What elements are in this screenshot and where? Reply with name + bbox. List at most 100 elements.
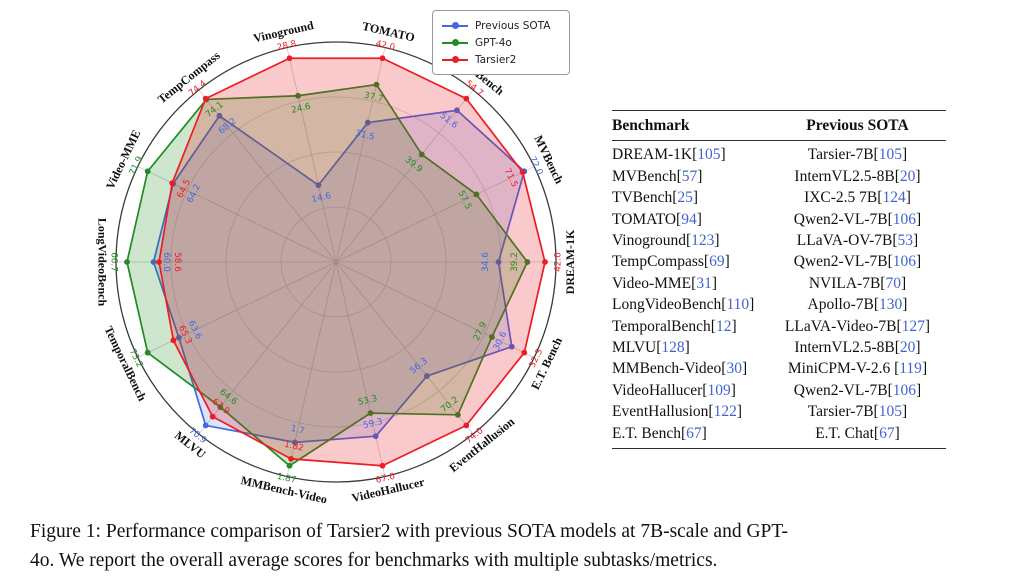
table-row: MMBench-Video[30] MiniCPM-V-2.6 [119] (612, 358, 946, 379)
table-row: Video-MME[31] NVILA-7B[70] (612, 273, 946, 294)
citation-ref[interactable]: 109 (707, 381, 731, 399)
citation-ref[interactable]: 12 (715, 317, 732, 335)
data-point (373, 81, 380, 88)
value-label: 1.87 (276, 472, 297, 486)
data-point (542, 259, 548, 265)
table-row: MLVU[128] InternVL2.5-8B[20] (612, 337, 946, 358)
citation-ref[interactable]: 105 (878, 403, 902, 421)
citation-ref[interactable]: 20 (899, 339, 916, 357)
citation-ref[interactable]: 94 (681, 210, 697, 228)
data-point (372, 433, 379, 440)
table-row: TOMATO[94] Qwen2-VL-7B[106] (612, 209, 946, 230)
table-row: Vinoground[123] LLaVA-OV-7B[53] (612, 230, 946, 251)
citation-ref[interactable]: 128 (661, 339, 685, 357)
value-label: 66.7 (109, 252, 119, 272)
citation-ref[interactable]: 31 (696, 274, 712, 292)
data-point (521, 349, 528, 356)
series-previous-sota (150, 107, 528, 446)
citation-ref[interactable]: 53 (897, 232, 914, 250)
citation-ref[interactable]: 106 (892, 381, 917, 399)
value-label: 67.0 (375, 472, 397, 486)
citation-ref[interactable]: 119 (899, 360, 922, 378)
table-rule-bottom (612, 448, 946, 450)
sota-cell: NVILA-7B[70] (808, 274, 907, 292)
table-row: MVBench[57] InternVL2.5-8B[20] (612, 166, 946, 187)
value-label: 34.6 (481, 252, 491, 272)
data-point (202, 95, 209, 102)
data-point (463, 95, 470, 102)
data-point (175, 334, 182, 341)
citation-ref[interactable]: 30 (726, 360, 742, 378)
sota-cell: Qwen2-VL-7B[106] (793, 253, 922, 271)
benchmark-cell: LongVideoBench[110] (612, 296, 755, 314)
value-label: 31.5 (354, 129, 375, 143)
data-point (524, 259, 531, 265)
citation-ref[interactable]: 67 (879, 424, 895, 442)
citation-ref[interactable]: 69 (709, 253, 725, 271)
benchmark-cell: TemporalBench[12] (612, 317, 737, 335)
data-point (519, 169, 526, 176)
citation-ref[interactable]: 130 (879, 296, 903, 314)
benchmark-cell: MMBench-Video[30] (612, 360, 748, 378)
figure-caption: Figure 1: Performance comparison of Tars… (30, 517, 998, 575)
table-row: LongVideoBench[110] Apollo-7B[130] (612, 294, 946, 315)
value-label: 42.0 (375, 39, 397, 53)
axis-label: DREAM-1K (563, 229, 577, 294)
value-label: 53.3 (357, 394, 378, 408)
value-label: 1.82 (283, 440, 304, 454)
data-point (454, 107, 460, 114)
citation-ref[interactable]: 127 (901, 317, 925, 335)
citation-ref[interactable]: 122 (713, 403, 737, 421)
legend-line-marker-icon (442, 39, 468, 46)
legend-label: Previous SOTA (475, 19, 551, 32)
sota-cell: Tarsier-7B[105] (807, 403, 908, 421)
data-point (217, 404, 224, 410)
value-label: 1.7 (290, 424, 306, 437)
axis-label: TOMATO (361, 19, 416, 45)
caption-label: Figure 1: (30, 521, 101, 542)
citation-ref[interactable]: 20 (899, 167, 916, 185)
data-point (454, 411, 461, 418)
data-point (156, 259, 162, 265)
citation-ref[interactable]: 67 (686, 424, 702, 442)
table-header-row: Benchmark Previous SOTA (612, 111, 946, 140)
radar-svg: 42.037.731.554.751.639.9 72.071.557.542.0… (95, 18, 577, 507)
citation-ref[interactable]: 110 (726, 296, 750, 314)
data-point (291, 439, 298, 446)
caption-line2: 4o. We report the overall average scores… (30, 550, 718, 571)
legend-item: Previous SOTA (442, 17, 561, 34)
citation-ref[interactable]: 70 (885, 274, 901, 292)
citation-ref[interactable]: 105 (878, 146, 902, 164)
sota-cell: Qwen2-VL-7B[106] (793, 210, 922, 228)
sota-cell: Qwen2-VL-7B[106] (793, 381, 922, 399)
legend-line-marker-icon (442, 22, 468, 29)
table-row: TempCompass[69] Qwen2-VL-7B[106] (612, 251, 946, 272)
citation-ref[interactable]: 106 (892, 210, 917, 228)
benchmark-cell: VideoHallucer[109] (612, 381, 736, 399)
benchmark-cell: Video-MME[31] (612, 274, 717, 292)
data-point (295, 92, 301, 99)
table-body: DREAM-1K[105] Tarsier-7B[105] MVBench[57] I… (612, 141, 946, 448)
citation-ref[interactable]: 124 (882, 189, 906, 207)
citation-ref[interactable]: 25 (677, 189, 693, 207)
data-point (488, 334, 495, 340)
sota-cell: MiniCPM-V-2.6 [119] (787, 360, 928, 378)
sota-cell: IXC-2.5 7B[124] (804, 189, 911, 207)
series-gpt-4o (124, 81, 531, 469)
legend-item: GPT-4o (442, 34, 561, 51)
value-label: 37.7 (363, 91, 384, 105)
value-label: 42.0 (554, 252, 564, 272)
benchmark-cell: MVBench[57] (612, 167, 703, 185)
data-point (124, 259, 130, 265)
citation-ref[interactable]: 105 (697, 146, 721, 164)
table-rule-mid (612, 140, 946, 142)
table-row: VideoHallucer[109] Qwen2-VL-7B[106] (612, 380, 946, 401)
citation-ref[interactable]: 57 (681, 167, 698, 185)
citation-ref[interactable]: 123 (691, 232, 715, 250)
citation-ref[interactable]: 106 (892, 253, 917, 271)
legend-label: Tarsier2 (475, 53, 517, 66)
axis-label: LongVideoBench (95, 218, 109, 307)
data-point (144, 349, 151, 356)
data-point (463, 422, 470, 429)
table-rule-top (612, 110, 946, 111)
